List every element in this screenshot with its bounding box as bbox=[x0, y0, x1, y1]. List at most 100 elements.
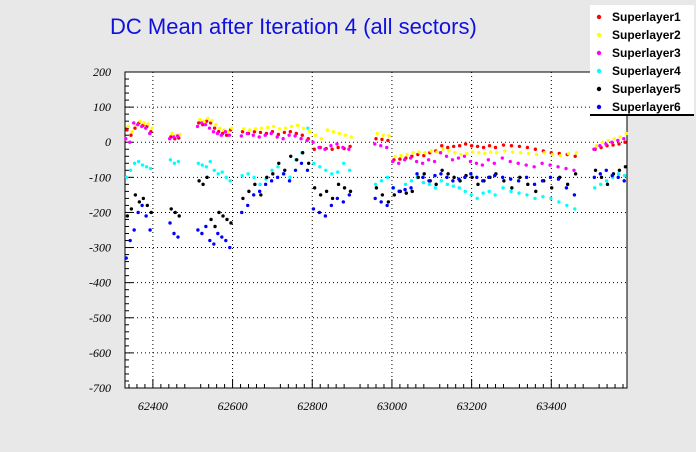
data-point bbox=[148, 228, 152, 232]
data-point bbox=[301, 126, 306, 130]
data-point bbox=[128, 140, 132, 144]
data-point bbox=[599, 182, 603, 187]
legend-marker bbox=[596, 104, 602, 110]
data-point bbox=[573, 172, 578, 176]
data-point bbox=[239, 134, 244, 138]
data-point bbox=[542, 151, 547, 155]
data-point bbox=[259, 193, 263, 197]
data-point bbox=[311, 207, 316, 211]
data-point bbox=[611, 143, 615, 147]
data-point bbox=[525, 193, 529, 197]
data-point bbox=[417, 150, 421, 154]
data-point bbox=[204, 165, 208, 169]
data-point bbox=[141, 196, 146, 201]
data-point bbox=[524, 163, 528, 167]
data-point bbox=[129, 133, 133, 137]
x-tick-label: 62600 bbox=[218, 399, 248, 413]
data-point bbox=[168, 221, 172, 225]
y-tick-label: -100 bbox=[89, 170, 111, 184]
data-point bbox=[252, 129, 257, 134]
data-point bbox=[318, 193, 323, 197]
data-point bbox=[374, 186, 379, 190]
data-point bbox=[337, 131, 342, 136]
data-point bbox=[463, 189, 467, 194]
data-point bbox=[533, 147, 538, 151]
data-point bbox=[501, 143, 506, 147]
data-point bbox=[227, 133, 232, 137]
data-point bbox=[509, 144, 514, 148]
data-point bbox=[319, 137, 324, 141]
legend-box bbox=[590, 5, 694, 115]
data-point bbox=[212, 126, 217, 130]
data-point bbox=[446, 172, 450, 176]
data-point bbox=[216, 231, 220, 236]
data-point bbox=[476, 182, 480, 187]
data-point bbox=[202, 119, 206, 123]
data-point bbox=[453, 151, 457, 155]
data-point bbox=[168, 158, 173, 162]
data-point bbox=[204, 119, 209, 123]
data-point bbox=[617, 142, 621, 146]
data-point bbox=[532, 165, 536, 169]
data-point bbox=[132, 161, 137, 165]
data-point bbox=[416, 175, 420, 180]
data-point bbox=[502, 179, 506, 183]
data-point bbox=[317, 145, 321, 150]
data-point bbox=[197, 179, 201, 183]
data-point bbox=[130, 129, 134, 134]
data-point bbox=[140, 124, 144, 129]
legend-label: Superlayer4 bbox=[612, 64, 681, 78]
data-point bbox=[489, 150, 493, 154]
data-point bbox=[270, 168, 274, 173]
data-point bbox=[487, 175, 491, 180]
data-point bbox=[564, 166, 568, 171]
data-point bbox=[540, 161, 544, 165]
data-point bbox=[248, 128, 252, 132]
data-point bbox=[172, 161, 177, 165]
data-point bbox=[204, 224, 208, 229]
data-point bbox=[410, 189, 414, 194]
data-point bbox=[245, 131, 250, 136]
data-point bbox=[343, 133, 348, 137]
data-point bbox=[263, 182, 268, 187]
data-point bbox=[172, 231, 176, 236]
data-point bbox=[311, 140, 315, 144]
y-tick-label: -600 bbox=[89, 346, 111, 360]
legend-label: Superlayer1 bbox=[612, 10, 681, 24]
data-point bbox=[451, 179, 455, 183]
data-point bbox=[283, 126, 288, 130]
data-point bbox=[566, 151, 571, 156]
x-axis: 62400 62600 62800 63000 63200 63400 bbox=[128, 379, 624, 413]
data-point bbox=[282, 130, 287, 135]
data-point bbox=[518, 175, 522, 180]
data-point bbox=[593, 168, 598, 173]
data-point bbox=[289, 124, 294, 129]
data-point bbox=[446, 145, 450, 150]
data-point bbox=[269, 131, 273, 136]
data-point bbox=[240, 129, 245, 134]
data-point bbox=[251, 133, 255, 137]
data-point bbox=[622, 179, 626, 183]
data-point bbox=[148, 131, 152, 136]
data-point bbox=[263, 133, 267, 137]
data-point bbox=[550, 152, 555, 157]
data-point bbox=[257, 135, 261, 139]
data-point bbox=[373, 196, 377, 201]
data-point bbox=[253, 182, 257, 187]
data-point bbox=[224, 175, 228, 180]
data-point bbox=[259, 126, 264, 130]
data-point bbox=[481, 191, 485, 195]
data-point bbox=[209, 217, 213, 222]
legend-label: Superlayer2 bbox=[612, 28, 681, 42]
data-point bbox=[347, 193, 352, 197]
data-point bbox=[573, 207, 577, 211]
data-point bbox=[463, 175, 467, 180]
data-point bbox=[427, 179, 431, 183]
data-point bbox=[435, 150, 439, 154]
legend-label: Superlayer3 bbox=[612, 46, 681, 60]
data-point bbox=[295, 158, 299, 162]
data-point bbox=[300, 133, 304, 137]
data-point bbox=[565, 203, 569, 208]
data-point bbox=[221, 214, 225, 218]
data-point bbox=[299, 137, 303, 141]
